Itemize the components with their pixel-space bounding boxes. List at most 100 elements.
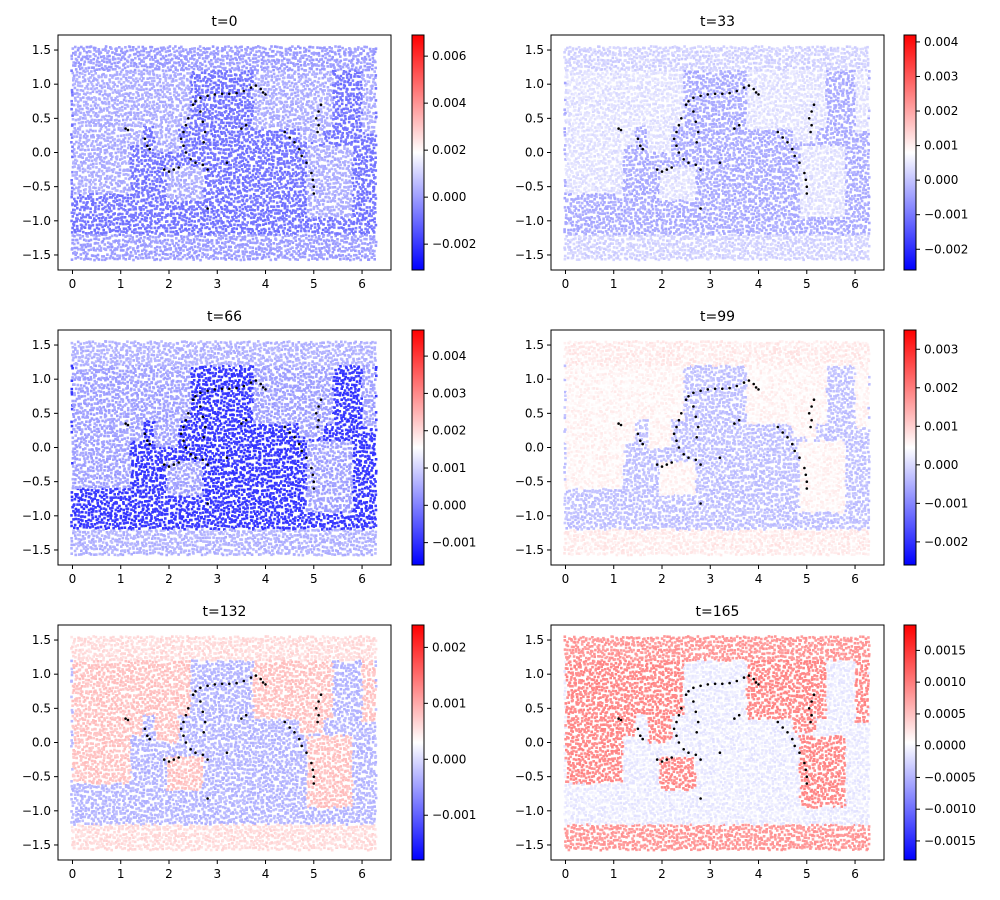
land-point [143, 106, 147, 109]
ocean-point [103, 243, 107, 246]
ocean-point [293, 184, 297, 188]
ocean-point [354, 185, 357, 188]
land-point [300, 115, 303, 119]
ocean-point [179, 246, 183, 250]
ocean-point [311, 235, 314, 238]
land-point [177, 98, 181, 101]
ocean-point [215, 247, 218, 251]
land-point [315, 174, 319, 177]
ocean-point [160, 202, 164, 205]
land-point [339, 183, 342, 186]
ocean-point [259, 203, 263, 206]
ocean-point [358, 212, 362, 216]
ocean-point [145, 226, 148, 230]
ocean-point [94, 207, 97, 211]
land-point [91, 180, 95, 184]
ocean-point [285, 149, 288, 153]
ocean-point [223, 167, 226, 171]
ocean-point [372, 181, 375, 184]
land-point [338, 185, 342, 189]
ocean-point [135, 179, 139, 183]
ocean-point [204, 105, 207, 109]
land-point [337, 207, 341, 211]
ocean-point [253, 232, 256, 235]
ocean-point [258, 168, 261, 172]
land-point [179, 100, 182, 103]
land-point [160, 100, 164, 104]
ocean-point [362, 185, 365, 189]
ocean-point [83, 206, 87, 210]
land-point [100, 125, 103, 128]
ocean-point [339, 137, 343, 140]
land-point [94, 102, 97, 105]
ocean-point [295, 201, 298, 205]
ocean-point [336, 220, 339, 223]
ocean-point [111, 256, 115, 260]
ocean-point [245, 194, 249, 197]
ocean-point [213, 134, 217, 137]
ocean-point [233, 157, 237, 160]
ocean-point [79, 197, 83, 200]
ocean-point [366, 243, 370, 246]
ocean-point [328, 231, 331, 235]
ocean-point [203, 211, 206, 215]
land-point [338, 160, 342, 164]
ocean-point [354, 230, 357, 233]
ocean-point [105, 231, 108, 234]
ocean-point [142, 225, 145, 228]
land-point [177, 119, 180, 122]
ocean-point [262, 134, 265, 137]
ocean-point [158, 234, 161, 238]
land-point [345, 152, 348, 155]
land-point [325, 151, 328, 154]
land-point [93, 114, 97, 117]
land-point [277, 110, 280, 113]
ocean-point [240, 227, 244, 230]
land-point [348, 199, 352, 203]
ocean-point [262, 215, 265, 218]
land-point [155, 94, 159, 98]
ocean-point [357, 163, 360, 166]
land-point [74, 162, 77, 165]
ocean-point [82, 238, 86, 242]
land-point [281, 118, 284, 122]
land-point [116, 134, 120, 138]
land-point [74, 191, 77, 195]
land-point [74, 118, 78, 122]
land-point [328, 145, 331, 148]
ocean-point [299, 239, 302, 243]
ocean-point [261, 208, 265, 212]
ocean-point [163, 238, 167, 242]
land-point [172, 130, 176, 133]
ocean-point [118, 228, 121, 231]
ocean-point [236, 223, 240, 227]
ocean-point [173, 244, 176, 248]
ocean-point [241, 147, 244, 151]
ocean-point [175, 207, 178, 210]
ocean-point [219, 189, 222, 192]
ocean-point [338, 130, 342, 133]
ocean-point [84, 251, 87, 254]
ocean-point [97, 258, 101, 261]
land-point [312, 123, 315, 126]
ocean-point [345, 111, 348, 114]
land-point [165, 139, 169, 142]
ocean-point [282, 194, 285, 198]
land-point [268, 123, 272, 126]
land-point [314, 100, 318, 104]
ocean-point [237, 181, 241, 184]
ocean-point [334, 232, 337, 235]
ocean-point [185, 138, 188, 142]
ocean-point [140, 244, 143, 247]
ocean-point [150, 204, 153, 208]
ocean-point [209, 167, 213, 170]
ocean-point [287, 250, 291, 254]
ocean-point [95, 234, 98, 238]
land-point [157, 106, 161, 110]
land-point [85, 129, 89, 133]
ocean-point [194, 122, 197, 125]
ocean-point [299, 229, 303, 233]
land-point [123, 136, 127, 140]
ocean-point [288, 175, 292, 178]
ocean-point [244, 165, 247, 169]
